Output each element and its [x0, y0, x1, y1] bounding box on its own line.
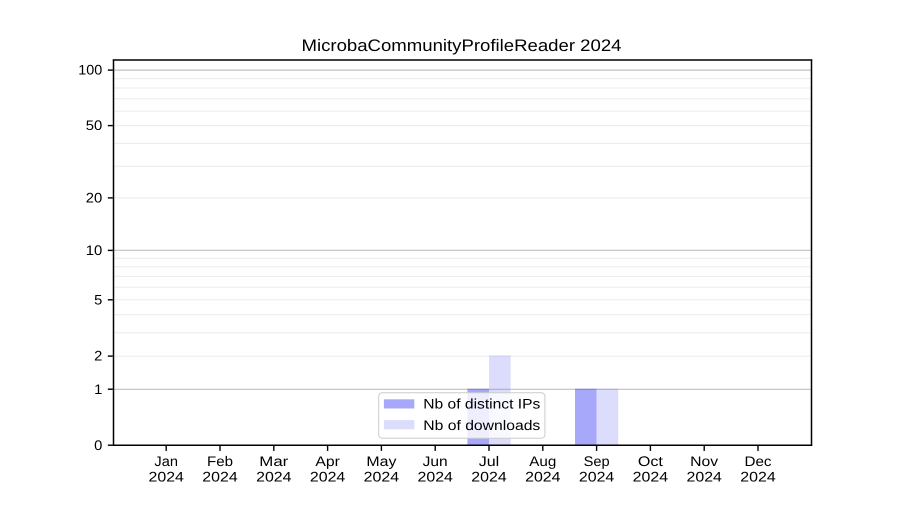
svg-text:Feb: Feb: [207, 453, 233, 469]
svg-text:Aug: Aug: [529, 453, 556, 469]
svg-text:2024: 2024: [364, 469, 400, 485]
svg-text:Mar: Mar: [259, 453, 288, 469]
svg-text:2024: 2024: [418, 469, 454, 485]
svg-text:Sep: Sep: [584, 453, 610, 469]
svg-text:MicrobaCommunityProfileReader: MicrobaCommunityProfileReader 2024: [302, 36, 622, 55]
svg-text:2024: 2024: [202, 469, 238, 485]
svg-text:Oct: Oct: [638, 453, 663, 469]
svg-text:Dec: Dec: [745, 453, 772, 469]
svg-text:10: 10: [86, 242, 103, 258]
svg-text:50: 50: [86, 117, 103, 133]
svg-text:2024: 2024: [256, 469, 292, 485]
svg-text:2024: 2024: [525, 469, 561, 485]
svg-text:Nb of distinct IPs: Nb of distinct IPs: [423, 395, 540, 411]
svg-text:2024: 2024: [687, 469, 723, 485]
svg-text:0: 0: [94, 437, 102, 453]
svg-text:2024: 2024: [471, 469, 507, 485]
svg-text:2024: 2024: [579, 469, 615, 485]
svg-text:Nb of downloads: Nb of downloads: [423, 417, 540, 433]
svg-text:Jul: Jul: [479, 453, 500, 469]
svg-text:5: 5: [94, 291, 102, 307]
svg-text:Nov: Nov: [690, 453, 718, 469]
svg-text:May: May: [366, 453, 396, 469]
svg-text:2024: 2024: [740, 469, 776, 485]
svg-text:20: 20: [86, 190, 103, 206]
svg-text:2024: 2024: [149, 469, 185, 485]
svg-text:Jan: Jan: [154, 453, 178, 469]
svg-text:Jun: Jun: [423, 453, 448, 469]
svg-text:2024: 2024: [633, 469, 669, 485]
svg-text:1: 1: [94, 381, 102, 397]
svg-text:Apr: Apr: [315, 453, 340, 469]
svg-text:2024: 2024: [310, 469, 346, 485]
svg-text:100: 100: [78, 62, 102, 78]
svg-text:2: 2: [94, 348, 102, 364]
